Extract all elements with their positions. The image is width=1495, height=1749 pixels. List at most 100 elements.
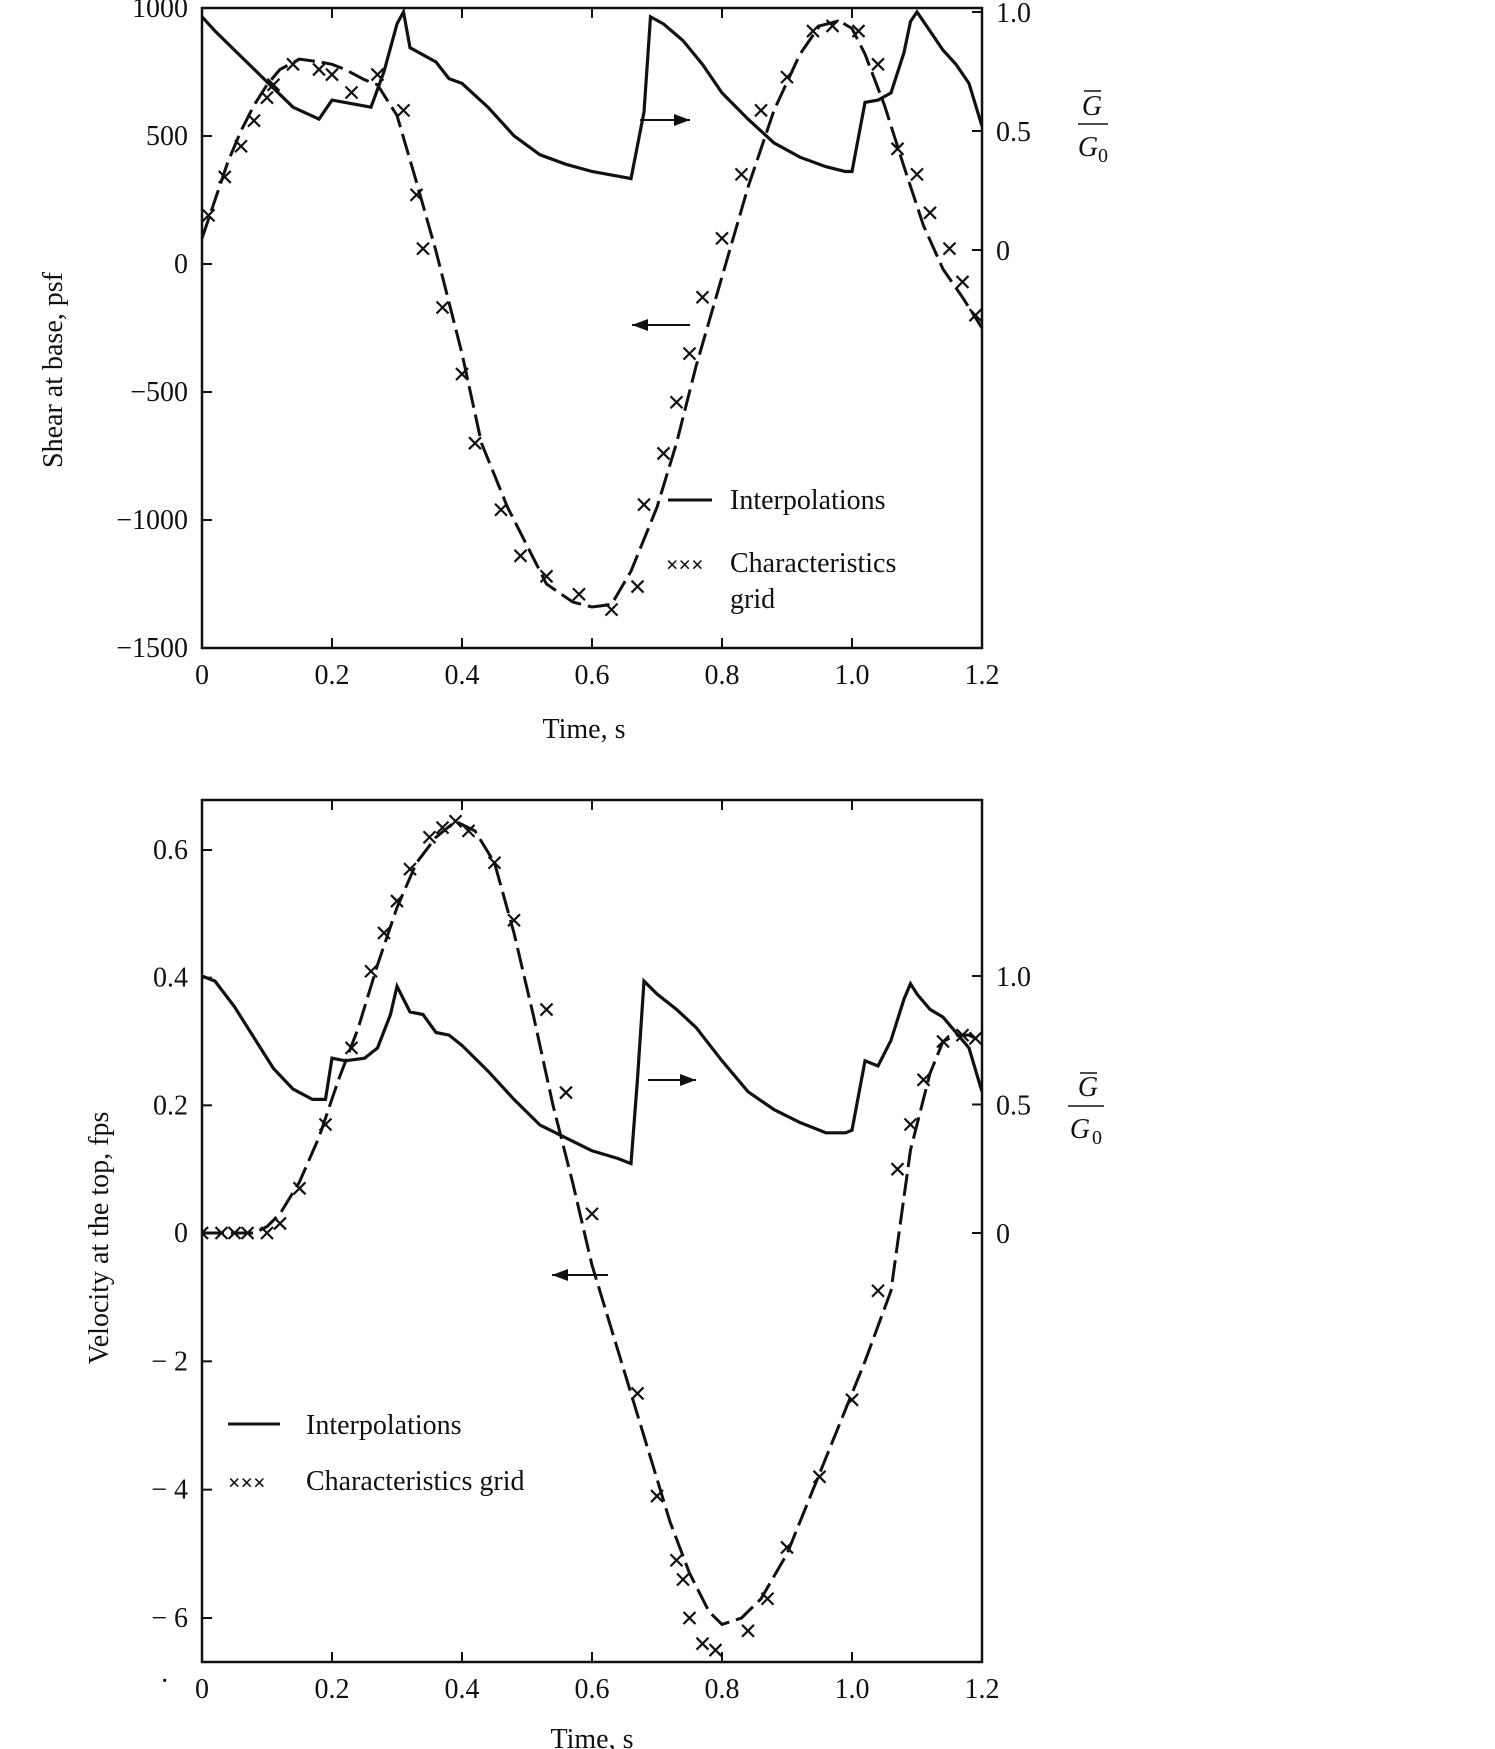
shear-x-ticks: 0 0.2 0.4 0.6 0.8 1.0 1.2 [195,8,1000,691]
velocity-characteristic-marker [650,1489,664,1503]
velocity-y2-ticks: 1.0 0.5 0 [972,962,1031,1250]
velocity-characteristic-marker [682,1611,697,1625]
velocity-y-axis-title: Velocity at the top, fps [84,1112,115,1365]
velocity-characteristic-marker [240,1226,255,1240]
footnote-mark: · [160,1666,169,1697]
shear-x-tick-label: 0.6 [575,660,610,691]
velocity-characteristic-marker [292,1181,307,1196]
shear-characteristic-marker [217,170,232,184]
shear-characteristic-marker [266,78,281,92]
shear-characteristic-marker [234,139,248,154]
shear-characteristic-marker [754,103,768,118]
shear-characteristic-marker [682,346,697,361]
shear-series [202,8,982,617]
shear-y2-tick-label: 1.0 [996,0,1031,29]
shear-characteristic-marker [416,241,430,256]
velocity-x-tick-label: 1.0 [835,1674,870,1705]
velocity-characteristic-marker [676,1572,690,1587]
velocity-characteristic-marker [403,862,417,876]
velocity-characteristic-marker [260,1226,274,1240]
shear-series-group [202,8,982,617]
shear-y-tick-label: 1000 [132,0,188,24]
velocity-x-tick-label: 0.4 [445,1674,480,1705]
shear-y-tick-label: 500 [146,121,188,152]
velocity-y-tick-label: 0.6 [153,835,188,866]
velocity-characteristic-marker [344,1041,359,1055]
shear-legend-characteristics-line2: grid [730,584,775,615]
velocity-characteristic-marker [487,855,502,870]
shear-g-ratio-curve [202,8,982,181]
shear-characteristic-marker [455,367,469,381]
velocity-y2-tick-label: 0 [996,1219,1010,1250]
shear-y-tick-label: −1000 [116,505,188,536]
velocity-characteristic-marker [559,1085,573,1100]
velocity-x-ticks: 0 0.2 0.4 0.6 0.8 1.0 1.2 [195,800,1000,1705]
shear-chart: 1000 500 0 −500 −1000 −1500 1.0 0.5 0 0 0.2 0.4 0.… [38,0,1108,745]
velocity-series [202,814,982,1657]
shear-characteristic-marker [604,602,619,617]
shear-characteristic-marker [923,206,937,220]
velocity-characteristic-marker [448,814,463,829]
velocity-characteristic-marker [845,1393,859,1407]
velocity-y-tick-label: − 4 [151,1475,188,1506]
shear-characteristic-marker [669,395,684,410]
velocity-chart-frame [200,798,984,1664]
velocity-legend-cross-marker: ××× [228,1470,266,1495]
shear-characteristic-marker [910,167,924,182]
velocity-characteristic-marker [812,1470,827,1484]
shear-characteristic-marker [572,587,586,602]
velocity-legend: Interpolations ××× Characteristics grid [228,1410,524,1497]
velocity-characteristic-marker [539,1002,554,1017]
velocity-characteristic-marker [871,1283,885,1298]
velocity-y-ticks: 0.6 0.4 0.2 0 − 2 − 4 − 6 [151,835,212,1634]
shear-characteristic-marker [871,57,885,72]
velocity-characteristic-marker [202,1226,209,1240]
shear-characteristic-marker [715,231,729,246]
shear-legend-interpolations: Interpolations [730,485,886,516]
velocity-characteristic-marker [708,1643,723,1657]
shear-characteristic-marker [312,62,326,77]
velocity-y2-denominator: G [1070,1114,1090,1145]
velocity-characteristic-marker [968,1031,982,1046]
velocity-legend-characteristics: Characteristics grid [306,1466,524,1497]
velocity-top-dashed-curve [202,819,982,1627]
shear-characteristic-marker [630,579,645,594]
shear-characteristic-marker [734,167,749,182]
velocity-y2-tick-label: 1.0 [996,962,1031,993]
shear-characteristic-marker [325,67,339,82]
shear-x-tick-label: 0.8 [705,660,740,691]
velocity-characteristic-marker [227,1226,242,1240]
velocity-characteristic-marker [780,1540,794,1555]
shear-characteristic-marker [513,549,528,563]
shear-characteristic-marker [435,300,450,315]
shear-characteristic-marker [344,85,359,100]
velocity-characteristic-marker [214,1226,229,1240]
shear-y-ticks: 1000 500 0 −500 −1000 −1500 [116,0,212,664]
velocity-characteristic-marker [318,1117,333,1132]
shear-y2-ticks: 1.0 0.5 0 [972,0,1031,267]
velocity-y2-axis-title: G G 0 [1068,1072,1104,1149]
velocity-right-arrow [648,1074,696,1086]
shear-characteristic-marker [260,90,274,105]
shear-x-tick-label: 0 [195,660,209,691]
shear-characteristic-marker [637,497,651,512]
velocity-x-tick-label: 0.2 [315,1674,350,1705]
shear-y2-tick-label: 0 [996,236,1010,267]
velocity-characteristic-marker [585,1207,599,1221]
shear-characteristic-marker [695,290,710,305]
shear-x-tick-label: 0.4 [445,660,480,691]
velocity-characteristic-marker [936,1034,950,1049]
shear-characteristic-marker [494,502,508,517]
shear-characteristic-marker [825,19,840,33]
shear-characteristic-marker [780,70,794,84]
velocity-y2-tick-label: 0.5 [996,1091,1031,1122]
velocity-x-axis-title: Time, s [550,1724,633,1749]
shear-y2-subscript: 0 [1098,145,1108,167]
velocity-characteristic-marker [461,824,476,838]
shear-characteristic-marker [890,142,905,156]
velocity-y-tick-label: 0.4 [153,963,188,994]
velocity-characteristic-marker [273,1216,287,1231]
shear-characteristic-marker [539,569,554,584]
velocity-y-tick-label: 0 [174,1218,188,1249]
shear-right-arrow [640,114,690,126]
